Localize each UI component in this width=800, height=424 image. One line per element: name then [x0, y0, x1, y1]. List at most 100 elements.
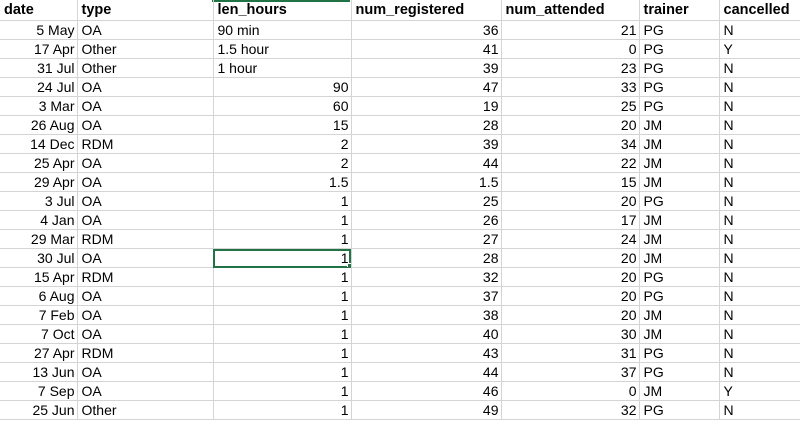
cell-date[interactable]: 7 Sep [0, 381, 78, 401]
cell-trainer[interactable]: JM [639, 172, 720, 192]
cell-num-registered[interactable]: 32 [351, 267, 502, 287]
cell-cancelled[interactable]: N [719, 248, 800, 268]
cell-cancelled[interactable]: N [719, 343, 800, 363]
cell-cancelled[interactable]: N [719, 58, 800, 78]
cell-num-registered[interactable]: 44 [351, 362, 502, 382]
cell-trainer[interactable]: PG [639, 400, 720, 420]
cell-trainer[interactable]: PG [639, 191, 720, 211]
cell-type[interactable]: OA [77, 248, 214, 268]
cell-num-attended[interactable]: 34 [501, 134, 640, 154]
cell-len-hours[interactable]: 90 [213, 77, 352, 97]
cell-type[interactable]: OA [77, 362, 214, 382]
cell-num-attended[interactable]: 0 [501, 381, 640, 401]
cell-trainer[interactable]: PG [639, 39, 720, 59]
cell-date[interactable]: 26 Aug [0, 115, 78, 135]
cell-type[interactable]: OA [77, 381, 214, 401]
cell-cancelled[interactable]: N [719, 172, 800, 192]
cell-date[interactable]: 31 Jul [0, 58, 78, 78]
cell-num-attended[interactable]: 30 [501, 324, 640, 344]
cell-len-hours[interactable]: 1 [213, 305, 352, 325]
cell-cancelled[interactable]: N [719, 115, 800, 135]
cell-cancelled[interactable]: N [719, 96, 800, 116]
cell-num-registered[interactable]: 43 [351, 343, 502, 363]
cell-cancelled[interactable]: N [719, 286, 800, 306]
cell-num-registered[interactable]: 41 [351, 39, 502, 59]
cell-num-attended[interactable]: 25 [501, 96, 640, 116]
cell-date[interactable]: 7 Oct [0, 324, 78, 344]
cell-num-registered[interactable]: 40 [351, 324, 502, 344]
cell-num-attended[interactable]: 33 [501, 77, 640, 97]
cell-type[interactable]: OA [77, 305, 214, 325]
cell-type[interactable]: OA [77, 172, 214, 192]
cell-cancelled[interactable]: N [719, 20, 800, 40]
cell-type[interactable]: OA [77, 115, 214, 135]
cell-type[interactable]: RDM [77, 267, 214, 287]
cell-trainer[interactable]: PG [639, 20, 720, 40]
cell-len-hours[interactable]: 2 [213, 134, 352, 154]
header-num-attended[interactable]: num_attended [501, 0, 640, 21]
cell-trainer[interactable]: PG [639, 96, 720, 116]
cell-type[interactable]: Other [77, 58, 214, 78]
cell-cancelled[interactable]: N [719, 305, 800, 325]
cell-cancelled[interactable]: N [719, 191, 800, 211]
cell-num-attended[interactable]: 21 [501, 20, 640, 40]
cell-num-registered[interactable]: 39 [351, 58, 502, 78]
cell-num-registered[interactable]: 49 [351, 400, 502, 420]
cell-num-registered[interactable]: 27 [351, 229, 502, 249]
cell-type[interactable]: RDM [77, 229, 214, 249]
cell-num-attended[interactable]: 20 [501, 115, 640, 135]
cell-trainer[interactable]: PG [639, 77, 720, 97]
cell-date[interactable]: 13 Jun [0, 362, 78, 382]
cell-num-attended[interactable]: 37 [501, 362, 640, 382]
cell-num-registered[interactable]: 26 [351, 210, 502, 230]
cell-date[interactable]: 3 Jul [0, 191, 78, 211]
cell-len-hours[interactable]: 2 [213, 153, 352, 173]
header-cancelled[interactable]: cancelled [719, 0, 800, 21]
cell-cancelled[interactable]: N [719, 362, 800, 382]
cell-trainer[interactable]: PG [639, 58, 720, 78]
header-len-hours[interactable]: len_hours [213, 0, 352, 21]
cell-date[interactable]: 5 May [0, 20, 78, 40]
cell-type[interactable]: RDM [77, 134, 214, 154]
cell-len-hours[interactable]: 1.5 [213, 172, 352, 192]
cell-len-hours[interactable]: 1 [213, 343, 352, 363]
cell-type[interactable]: OA [77, 96, 214, 116]
cell-trainer[interactable]: PG [639, 362, 720, 382]
cell-cancelled[interactable]: N [719, 153, 800, 173]
cell-date[interactable]: 24 Jul [0, 77, 78, 97]
cell-trainer[interactable]: JM [639, 153, 720, 173]
cell-cancelled[interactable]: N [719, 400, 800, 420]
cell-date[interactable]: 14 Dec [0, 134, 78, 154]
cell-num-registered[interactable]: 19 [351, 96, 502, 116]
cell-len-hours[interactable]: 1 [213, 324, 352, 344]
cell-cancelled[interactable]: N [719, 210, 800, 230]
header-num-registered[interactable]: num_registered [351, 0, 502, 21]
cell-len-hours[interactable]: 1.5 hour [213, 39, 352, 59]
cell-trainer[interactable]: JM [639, 381, 720, 401]
cell-len-hours[interactable]: 1 [213, 210, 352, 230]
cell-len-hours[interactable]: 15 [213, 115, 352, 135]
cell-trainer[interactable]: PG [639, 286, 720, 306]
cell-date[interactable]: 25 Apr [0, 153, 78, 173]
cell-type[interactable]: OA [77, 153, 214, 173]
cell-len-hours[interactable]: 1 [213, 381, 352, 401]
cell-type[interactable]: Other [77, 400, 214, 420]
cell-num-registered[interactable]: 44 [351, 153, 502, 173]
cell-num-attended[interactable]: 0 [501, 39, 640, 59]
header-date[interactable]: date [0, 0, 78, 21]
cell-num-registered[interactable]: 28 [351, 248, 502, 268]
cell-date[interactable]: 6 Aug [0, 286, 78, 306]
cell-type[interactable]: Other [77, 39, 214, 59]
cell-len-hours[interactable]: 1 [213, 400, 352, 420]
cell-cancelled[interactable]: Y [719, 39, 800, 59]
cell-trainer[interactable]: JM [639, 134, 720, 154]
cell-len-hours[interactable]: 1 [213, 229, 352, 249]
cell-trainer[interactable]: JM [639, 229, 720, 249]
cell-type[interactable]: OA [77, 210, 214, 230]
cell-num-attended[interactable]: 22 [501, 153, 640, 173]
cell-num-attended[interactable]: 20 [501, 248, 640, 268]
cell-trainer[interactable]: PG [639, 343, 720, 363]
cell-cancelled[interactable]: N [719, 77, 800, 97]
cell-date[interactable]: 29 Mar [0, 229, 78, 249]
cell-cancelled[interactable]: N [719, 324, 800, 344]
